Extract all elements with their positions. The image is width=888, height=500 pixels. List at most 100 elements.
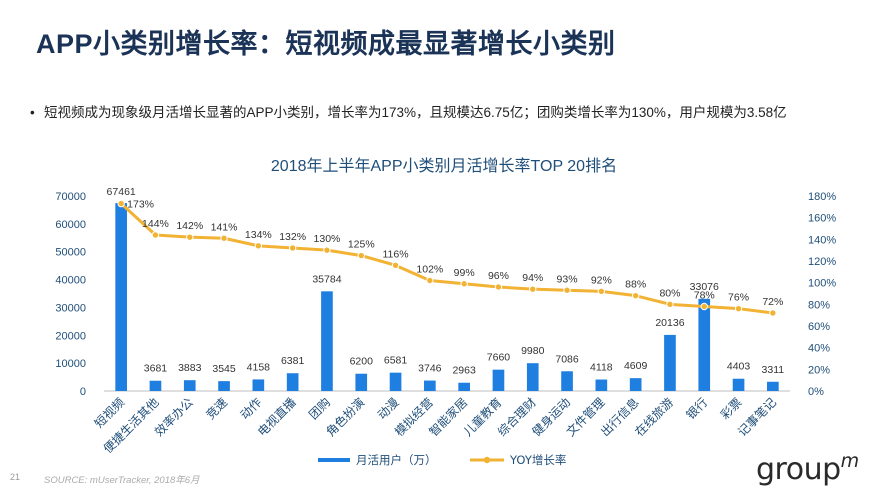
- growth-value-label: 94%: [522, 272, 543, 284]
- y-left-tick-label: 30000: [55, 302, 86, 314]
- growth-line: [120, 202, 774, 315]
- growth-point: [426, 276, 434, 285]
- growth-value-label: 130%: [314, 233, 341, 245]
- y-right-tick-label: 80%: [808, 299, 830, 311]
- category-label: 效率办公: [151, 395, 196, 440]
- growth-value-label: 96%: [488, 270, 509, 282]
- growth-value-label: 92%: [591, 274, 612, 286]
- bar: [492, 369, 505, 391]
- growth-point: [357, 251, 365, 260]
- bar-value-label: 2963: [452, 365, 476, 377]
- y-right-tick-label: 100%: [808, 278, 836, 290]
- bar-value-label: 3311: [762, 364, 785, 376]
- growth-value-label: 134%: [245, 229, 272, 241]
- bullet-text: 短视频成为现象级月活增长显著的APP小类别，增长率为173%，且规模达6.75亿…: [44, 105, 787, 120]
- bar: [218, 381, 230, 391]
- growth-point: [460, 280, 468, 288]
- bar-value-label: 3681: [144, 363, 168, 375]
- bar-value-label: 35784: [312, 273, 341, 285]
- legend-bar-label: 月活用户（万）: [356, 453, 437, 467]
- growth-value-label: 99%: [454, 267, 475, 279]
- bar: [526, 363, 539, 391]
- bar: [321, 291, 333, 391]
- y-right-tick-label: 140%: [808, 234, 836, 246]
- growth-value-label: 173%: [127, 199, 154, 211]
- growth-point: [631, 291, 640, 300]
- y-left-tick-label: 10000: [55, 358, 86, 370]
- bar-value-label: 3746: [418, 363, 442, 375]
- growth-point: [151, 231, 160, 239]
- bar-value-label: 6581: [384, 355, 408, 367]
- growth-point: [254, 242, 263, 250]
- bar-value-label: 67461: [107, 186, 136, 198]
- bar: [389, 372, 402, 391]
- growth-value-label: 80%: [659, 287, 680, 299]
- growth-value-label: 142%: [176, 220, 203, 232]
- bar: [629, 378, 642, 391]
- bar-value-label: 6381: [281, 355, 305, 367]
- bar-value-label: 20136: [655, 317, 684, 329]
- groupm-logo: groupm: [756, 450, 859, 487]
- source-note: SOURCE: mUserTracker, 2018年6月: [44, 475, 200, 486]
- category-label: 角色扮演: [323, 395, 368, 440]
- bar: [115, 203, 127, 391]
- category-label: 竞速: [203, 395, 230, 422]
- bar-value-label: 3883: [178, 362, 202, 374]
- bar-value-label: 6200: [350, 356, 374, 368]
- y-right-tick-label: 60%: [808, 321, 830, 333]
- growth-point: [220, 234, 228, 242]
- bar: [183, 380, 196, 391]
- legend-line-marker: [483, 456, 491, 464]
- growth-point: [666, 300, 674, 309]
- chart-title: 2018年上半年APP小类别月活增长率TOP 20排名: [270, 158, 618, 175]
- growth-value-label: 88%: [625, 279, 646, 291]
- bullet-point: • 短视频成为现象级月活增长显著的APP小类别，增长率为173%，且规模达6.7…: [30, 104, 854, 122]
- label-layer: 67461 3681 3883 3545 4158 6381 35784 6200 6581 37…: [107, 186, 785, 377]
- growth-point: [494, 283, 503, 291]
- category-label: 动漫: [375, 395, 402, 422]
- growth-value-label: 93%: [557, 273, 578, 285]
- growth-value-label: 116%: [383, 248, 409, 260]
- legend-line-label: YOY增长率: [509, 453, 566, 467]
- bar: [355, 373, 368, 391]
- category-label: 银行: [683, 395, 710, 422]
- growth-point: [391, 261, 400, 270]
- y-right-tick-label: 180%: [808, 191, 836, 203]
- growth-point: [186, 233, 194, 241]
- growth-point: [323, 246, 331, 254]
- category-label: 团购: [305, 395, 333, 423]
- growth-value-label: 141%: [211, 221, 238, 233]
- bar: [286, 373, 299, 391]
- bar: [732, 378, 745, 391]
- bar: [149, 380, 162, 391]
- category-label: 彩票: [718, 395, 745, 422]
- y-right-tick-label: 40%: [808, 343, 830, 355]
- growth-value-label: 78%: [694, 290, 715, 302]
- bar-value-label: 33076: [690, 281, 719, 293]
- growth-value-label: 144%: [142, 218, 169, 230]
- bar-value-label: 9980: [521, 345, 545, 357]
- bar: [252, 379, 265, 391]
- line-layer: [117, 199, 777, 317]
- y-right-tick-label: 160%: [808, 213, 836, 225]
- growth-value-label: 102%: [416, 264, 443, 276]
- bar: [767, 381, 779, 391]
- category-label: 电视直播: [254, 395, 299, 440]
- growth-value-label: 132%: [279, 231, 306, 243]
- bar: [561, 371, 573, 391]
- bar: [664, 334, 676, 391]
- bar: [424, 380, 436, 391]
- category-label: 在线旅游: [632, 395, 676, 439]
- growth-value-label: 72%: [762, 296, 783, 308]
- growth-point: [563, 286, 571, 294]
- y-left-tick-label: 50000: [55, 247, 86, 259]
- y-right-tick-label: 120%: [808, 256, 836, 268]
- y-left-tick-label: 60000: [55, 219, 86, 231]
- page-number: 21: [10, 472, 21, 482]
- y-right-tick-label: 20%: [808, 364, 830, 376]
- bar-value-label: 7660: [487, 352, 511, 364]
- growth-point: [700, 302, 708, 311]
- bar-value-label: 7086: [555, 353, 579, 365]
- y-left-tick-label: 40000: [55, 275, 86, 287]
